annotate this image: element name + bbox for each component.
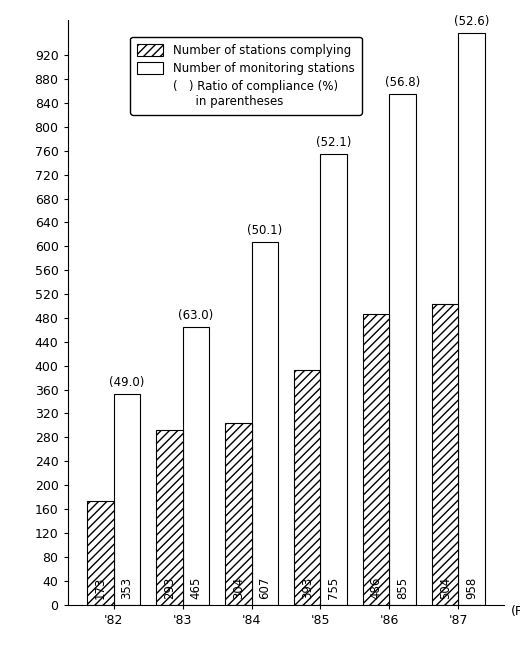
Text: (49.0): (49.0) <box>109 376 145 389</box>
Legend: Number of stations complying, Number of monitoring stations, (   ) Ratio of comp: Number of stations complying, Number of … <box>131 37 361 115</box>
Text: (52.6): (52.6) <box>454 15 489 28</box>
Text: 293: 293 <box>163 576 176 599</box>
Bar <box>294 370 320 604</box>
Bar <box>252 242 278 604</box>
Bar <box>458 32 485 604</box>
Text: (52.1): (52.1) <box>316 136 351 149</box>
Bar <box>157 430 183 604</box>
Text: 755: 755 <box>327 577 340 599</box>
Text: 855: 855 <box>396 577 409 599</box>
Text: 607: 607 <box>258 576 271 599</box>
Text: 304: 304 <box>232 577 245 599</box>
Text: 353: 353 <box>120 577 133 599</box>
Bar <box>320 154 347 604</box>
Bar <box>87 501 114 604</box>
Bar <box>389 94 415 604</box>
Bar <box>114 394 140 604</box>
Text: 173: 173 <box>94 576 107 599</box>
Bar <box>432 304 458 604</box>
Text: (63.0): (63.0) <box>178 309 213 322</box>
Text: (FY): (FY) <box>511 604 520 617</box>
Bar <box>183 327 209 604</box>
Text: 465: 465 <box>189 576 202 599</box>
Bar <box>363 315 389 604</box>
Bar <box>225 423 252 604</box>
Text: 486: 486 <box>370 576 383 599</box>
Text: (56.8): (56.8) <box>385 76 420 89</box>
Text: 958: 958 <box>465 577 478 599</box>
Text: (50.1): (50.1) <box>247 224 282 237</box>
Text: 504: 504 <box>439 577 452 599</box>
Text: 393: 393 <box>301 577 314 599</box>
